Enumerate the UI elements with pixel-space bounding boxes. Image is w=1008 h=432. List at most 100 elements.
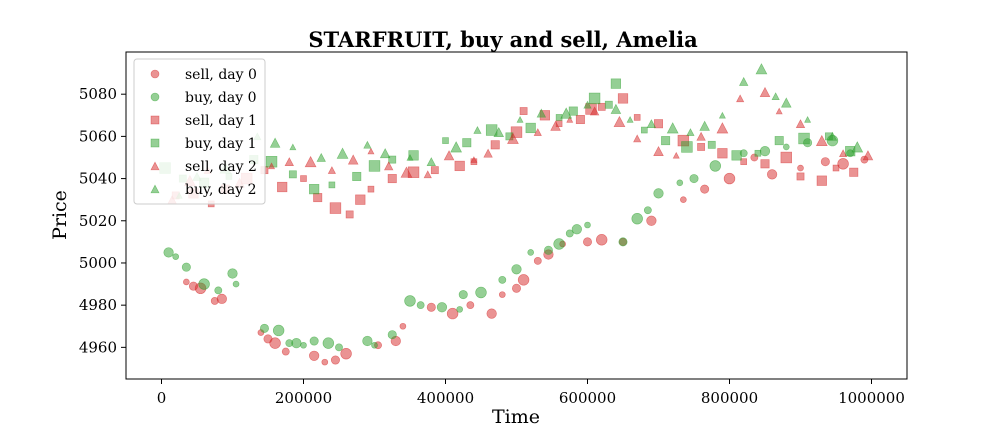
data-point <box>565 229 574 238</box>
data-point <box>408 150 419 161</box>
data-point <box>304 155 317 168</box>
data-point <box>774 136 784 146</box>
data-point <box>387 330 397 340</box>
data-point <box>568 106 578 116</box>
legend-box <box>133 58 266 205</box>
data-point <box>336 147 349 159</box>
data-point <box>454 160 465 172</box>
data-point <box>291 338 302 349</box>
legend-label: sell, day 2 <box>185 159 257 175</box>
data-point <box>771 92 780 101</box>
x-tick-label: 400000 <box>417 389 474 407</box>
legend: sell, day 0 buy, day 0 sell, day 1 buy, day… <box>133 58 266 205</box>
data-point <box>862 150 874 161</box>
x-tick-label: 800000 <box>701 389 758 407</box>
data-point <box>709 160 721 172</box>
data-point <box>272 324 285 337</box>
x-axis-label: Time <box>492 406 540 428</box>
data-point <box>536 108 547 118</box>
data-point <box>697 143 705 151</box>
data-point <box>754 149 762 157</box>
data-point <box>399 322 407 330</box>
legend-marker <box>150 161 160 171</box>
data-point <box>371 341 378 349</box>
data-point <box>696 131 706 141</box>
data-point <box>589 106 600 116</box>
data-point <box>362 335 373 347</box>
data-point <box>699 120 710 131</box>
data-point <box>837 158 849 170</box>
data-point <box>442 137 449 144</box>
data-point <box>543 245 553 255</box>
data-point <box>646 119 657 129</box>
data-point <box>473 125 482 134</box>
data-point <box>566 116 574 123</box>
data-point <box>181 262 191 272</box>
y-tick-label: 5020 <box>79 212 117 230</box>
data-point <box>269 337 281 349</box>
data-point <box>689 174 699 184</box>
data-point <box>550 120 561 131</box>
data-point <box>617 93 629 104</box>
data-point <box>470 156 478 163</box>
data-point <box>388 155 397 164</box>
data-point <box>516 116 524 123</box>
data-point <box>588 92 601 105</box>
data-point <box>646 215 657 226</box>
data-point <box>676 179 684 187</box>
data-point <box>368 160 381 172</box>
data-point <box>329 202 342 214</box>
data-point <box>507 132 519 144</box>
data-point <box>498 275 507 284</box>
data-point <box>796 172 805 181</box>
y-tick-label: 5040 <box>79 170 117 188</box>
data-point <box>595 234 608 246</box>
data-point <box>490 140 500 150</box>
data-point <box>613 115 626 128</box>
data-point <box>571 224 582 235</box>
data-point <box>483 148 493 158</box>
data-point <box>281 347 290 356</box>
data-point <box>384 161 394 171</box>
data-point <box>736 94 745 103</box>
data-point <box>723 172 736 185</box>
data-point <box>367 147 375 155</box>
data-point <box>519 107 528 115</box>
data-point <box>851 141 864 153</box>
data-point <box>832 164 840 172</box>
data-point <box>289 143 297 151</box>
data-point <box>597 102 606 111</box>
legend-marker <box>150 184 160 194</box>
data-point <box>462 138 472 148</box>
data-point <box>423 170 432 179</box>
x-tick-label: 1000000 <box>838 389 905 407</box>
y-tick-label: 4960 <box>79 338 117 356</box>
data-point <box>328 181 336 189</box>
data-point <box>426 157 436 166</box>
data-point <box>216 293 227 304</box>
data-point <box>288 170 297 179</box>
data-point <box>404 295 416 307</box>
data-point <box>400 166 413 178</box>
data-point <box>313 193 323 203</box>
data-point <box>739 76 749 86</box>
data-point <box>232 280 240 288</box>
data-point <box>277 181 288 193</box>
data-point <box>458 290 468 300</box>
data-point <box>740 158 748 166</box>
data-point <box>309 350 320 361</box>
chart-title: STARFRUIT, buy and sell, Amelia <box>308 27 698 52</box>
data-point <box>582 237 592 247</box>
data-point <box>839 149 848 157</box>
data-point <box>533 256 542 265</box>
data-point <box>583 100 592 109</box>
data-point <box>797 164 804 172</box>
data-point <box>686 128 695 136</box>
data-point <box>227 268 238 279</box>
data-point <box>553 238 565 250</box>
data-point <box>717 148 728 159</box>
legend-label: buy, day 0 <box>185 90 257 106</box>
data-point <box>517 274 530 286</box>
data-point <box>214 286 223 295</box>
data-point <box>804 116 812 123</box>
